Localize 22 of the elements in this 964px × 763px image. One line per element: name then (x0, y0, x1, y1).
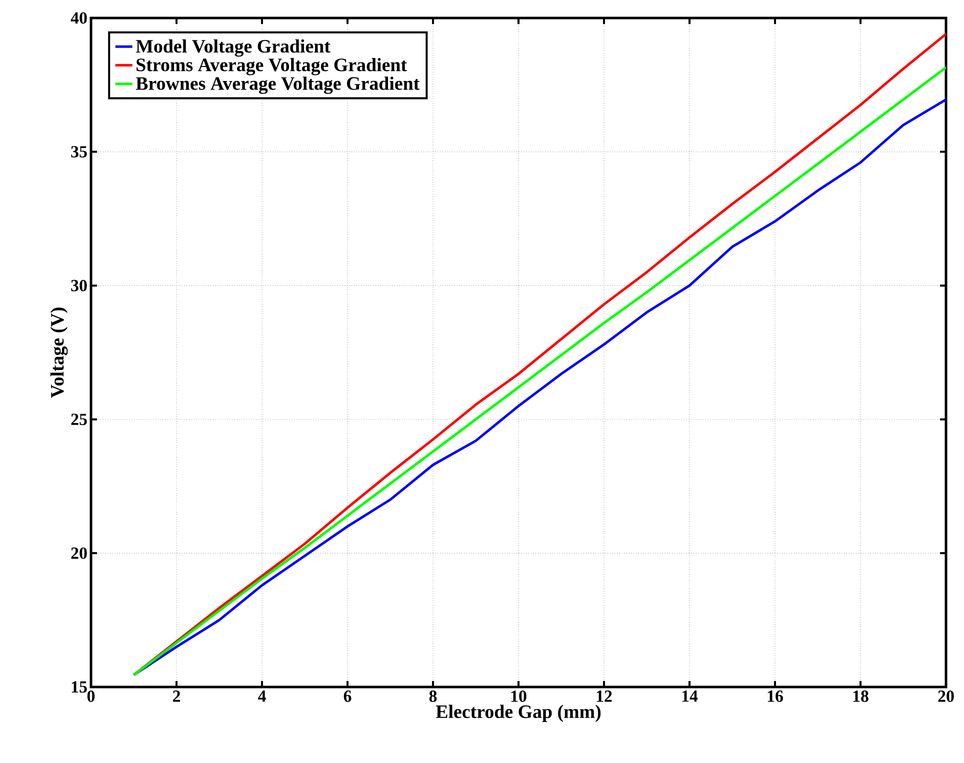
y-tick-label: 30 (71, 280, 87, 292)
x-tick-label: 14 (682, 690, 698, 702)
x-tick-label: 16 (768, 690, 783, 702)
x-tick-label: 18 (853, 690, 868, 702)
legend-label: Model Voltage Gradient (136, 39, 330, 57)
y-tick-label: 15 (72, 681, 87, 693)
x-axis-title: Electrode Gap (mm) (436, 704, 601, 722)
legend-label: Stroms Average Voltage Gradient (136, 58, 407, 76)
x-tick-label: 10 (511, 690, 526, 702)
x-tick-label: 20 (938, 690, 954, 702)
y-tick-label: 35 (71, 146, 87, 158)
y-axis-title: Voltage (V) (50, 308, 68, 398)
x-tick-label: 8 (429, 690, 437, 702)
x-tick-label: 6 (344, 690, 352, 702)
x-tick-label: 4 (258, 690, 266, 702)
x-tick-label: 2 (172, 690, 180, 702)
y-tick-label: 20 (71, 547, 87, 559)
y-tick-label: 25 (71, 414, 87, 426)
legend-label: Brownes Average Voltage Gradient (136, 76, 420, 94)
x-tick-label: 12 (596, 690, 612, 702)
x-tick-label: 0 (87, 690, 95, 702)
y-tick-label: 40 (70, 12, 87, 24)
